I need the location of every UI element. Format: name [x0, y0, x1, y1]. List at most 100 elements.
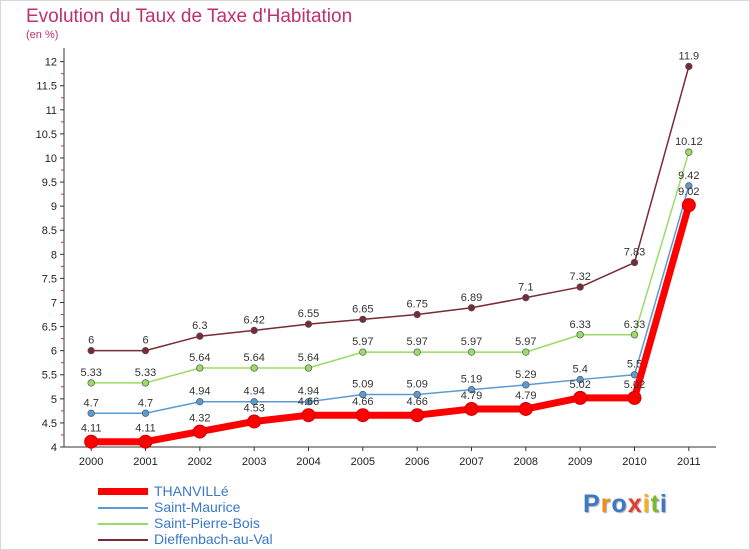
data-point [87, 379, 95, 387]
legend-item: Dieffenbach-au-Val [98, 531, 358, 548]
logo-letter: i [659, 490, 668, 518]
legend-label: THANVILLé [154, 483, 229, 499]
data-point [192, 424, 207, 439]
data-label: 5.64 [298, 352, 319, 364]
data-point [141, 347, 150, 355]
data-point [359, 390, 367, 399]
data-label: 4.7 [84, 397, 99, 409]
data-label: 7.32 [569, 271, 590, 283]
data-label: 9.42 [678, 170, 699, 182]
data-label: 5.4 [573, 364, 588, 376]
y-tick-label: 10.5 [36, 129, 57, 141]
data-point [196, 398, 204, 406]
logo-letter: o [611, 490, 628, 518]
data-label: 6 [142, 335, 148, 347]
data-point [467, 304, 476, 312]
legend-swatch [98, 507, 148, 509]
data-label: 6.89 [461, 292, 482, 304]
data-point [250, 326, 258, 335]
data-label: 5.5 [627, 359, 642, 371]
data-point [576, 331, 584, 339]
data-point [467, 348, 476, 356]
data-label: 11.9 [679, 50, 700, 62]
data-point [138, 434, 153, 449]
data-label: 5.97 [352, 336, 373, 348]
y-tick-label: 10 [45, 153, 57, 165]
data-point [87, 347, 95, 355]
legend-label: Dieffenbach-au-Val [154, 531, 273, 547]
logo-letter: r [600, 490, 612, 518]
data-label: 4.7 [138, 397, 153, 409]
y-tick-label: 6.5 [42, 322, 57, 334]
data-point [630, 258, 639, 267]
data-point [630, 331, 639, 339]
chart-subtitle: (en %) [26, 29, 59, 41]
x-tick-label: 2002 [188, 456, 212, 468]
y-tick-label: 11 [46, 105, 57, 117]
data-point [304, 398, 313, 406]
x-tick-label: 2010 [622, 456, 646, 468]
data-label: 4.66 [352, 396, 373, 408]
data-label: 7.1 [518, 282, 533, 294]
chart-title: Evolution du Taux de Taxe d'Habitation [26, 6, 353, 27]
legend-label: Saint-Pierre-Bois [154, 515, 260, 531]
data-point [355, 408, 370, 423]
x-tick-label: 2008 [514, 456, 538, 468]
data-point [522, 381, 530, 389]
data-label: 5.02 [569, 379, 590, 391]
data-label: 10.12 [675, 136, 703, 148]
data-label: 6 [88, 335, 94, 347]
data-label: 4.94 [189, 386, 210, 398]
data-label: 4.79 [515, 390, 536, 402]
data-label: 5.02 [624, 379, 645, 391]
data-label: 4.32 [189, 413, 210, 425]
legend-swatch [98, 523, 148, 525]
data-label: 9.02 [678, 186, 699, 198]
data-label: 5.29 [515, 369, 536, 381]
data-label: 6.75 [406, 299, 427, 311]
series-line-0 [91, 204, 693, 446]
data-point [359, 315, 367, 323]
series-line-1 [91, 185, 690, 415]
data-point [685, 148, 693, 156]
data-label: 4.94 [243, 386, 264, 398]
logo-letter: P [583, 490, 601, 518]
y-tick-label: 4 [51, 442, 57, 454]
data-point [413, 310, 421, 319]
data-label: 4.11 [81, 423, 102, 435]
y-tick-label: 12 [45, 57, 57, 69]
y-tick-label: 4.5 [42, 418, 57, 430]
y-tick-label: 7 [51, 297, 57, 309]
data-label: 4.66 [298, 396, 319, 408]
data-label: 5.09 [352, 378, 373, 390]
data-point [681, 198, 696, 213]
data-point [576, 375, 584, 384]
x-tick-label: 2006 [405, 456, 429, 468]
y-tick-label: 11.5 [36, 81, 57, 93]
x-tick-label: 2009 [568, 456, 592, 468]
y-tick-label: 5.5 [42, 370, 57, 382]
data-label: 4.66 [406, 396, 427, 408]
data-point [141, 379, 150, 387]
data-point [196, 332, 204, 340]
data-label: 4.79 [461, 390, 482, 402]
data-label: 5.64 [189, 352, 210, 364]
y-tick-label: 8.5 [42, 225, 57, 237]
data-point [250, 364, 258, 372]
data-point [467, 386, 476, 394]
data-label: 5.97 [461, 336, 482, 348]
legend-item: Saint-Maurice [98, 499, 358, 516]
x-tick-label: 2007 [459, 456, 483, 468]
legend-label: Saint-Maurice [154, 499, 241, 515]
data-point [196, 364, 204, 372]
proxiti-logo: Proxiti [583, 490, 668, 519]
data-label: 6.3 [192, 320, 207, 332]
legend-item: THANVILLé [98, 483, 358, 500]
y-tick-label: 9 [51, 201, 57, 213]
x-tick-label: 2003 [242, 456, 266, 468]
data-label: 5.33 [135, 367, 156, 379]
data-label: 5.09 [406, 378, 427, 390]
data-label: 7.83 [624, 247, 645, 259]
